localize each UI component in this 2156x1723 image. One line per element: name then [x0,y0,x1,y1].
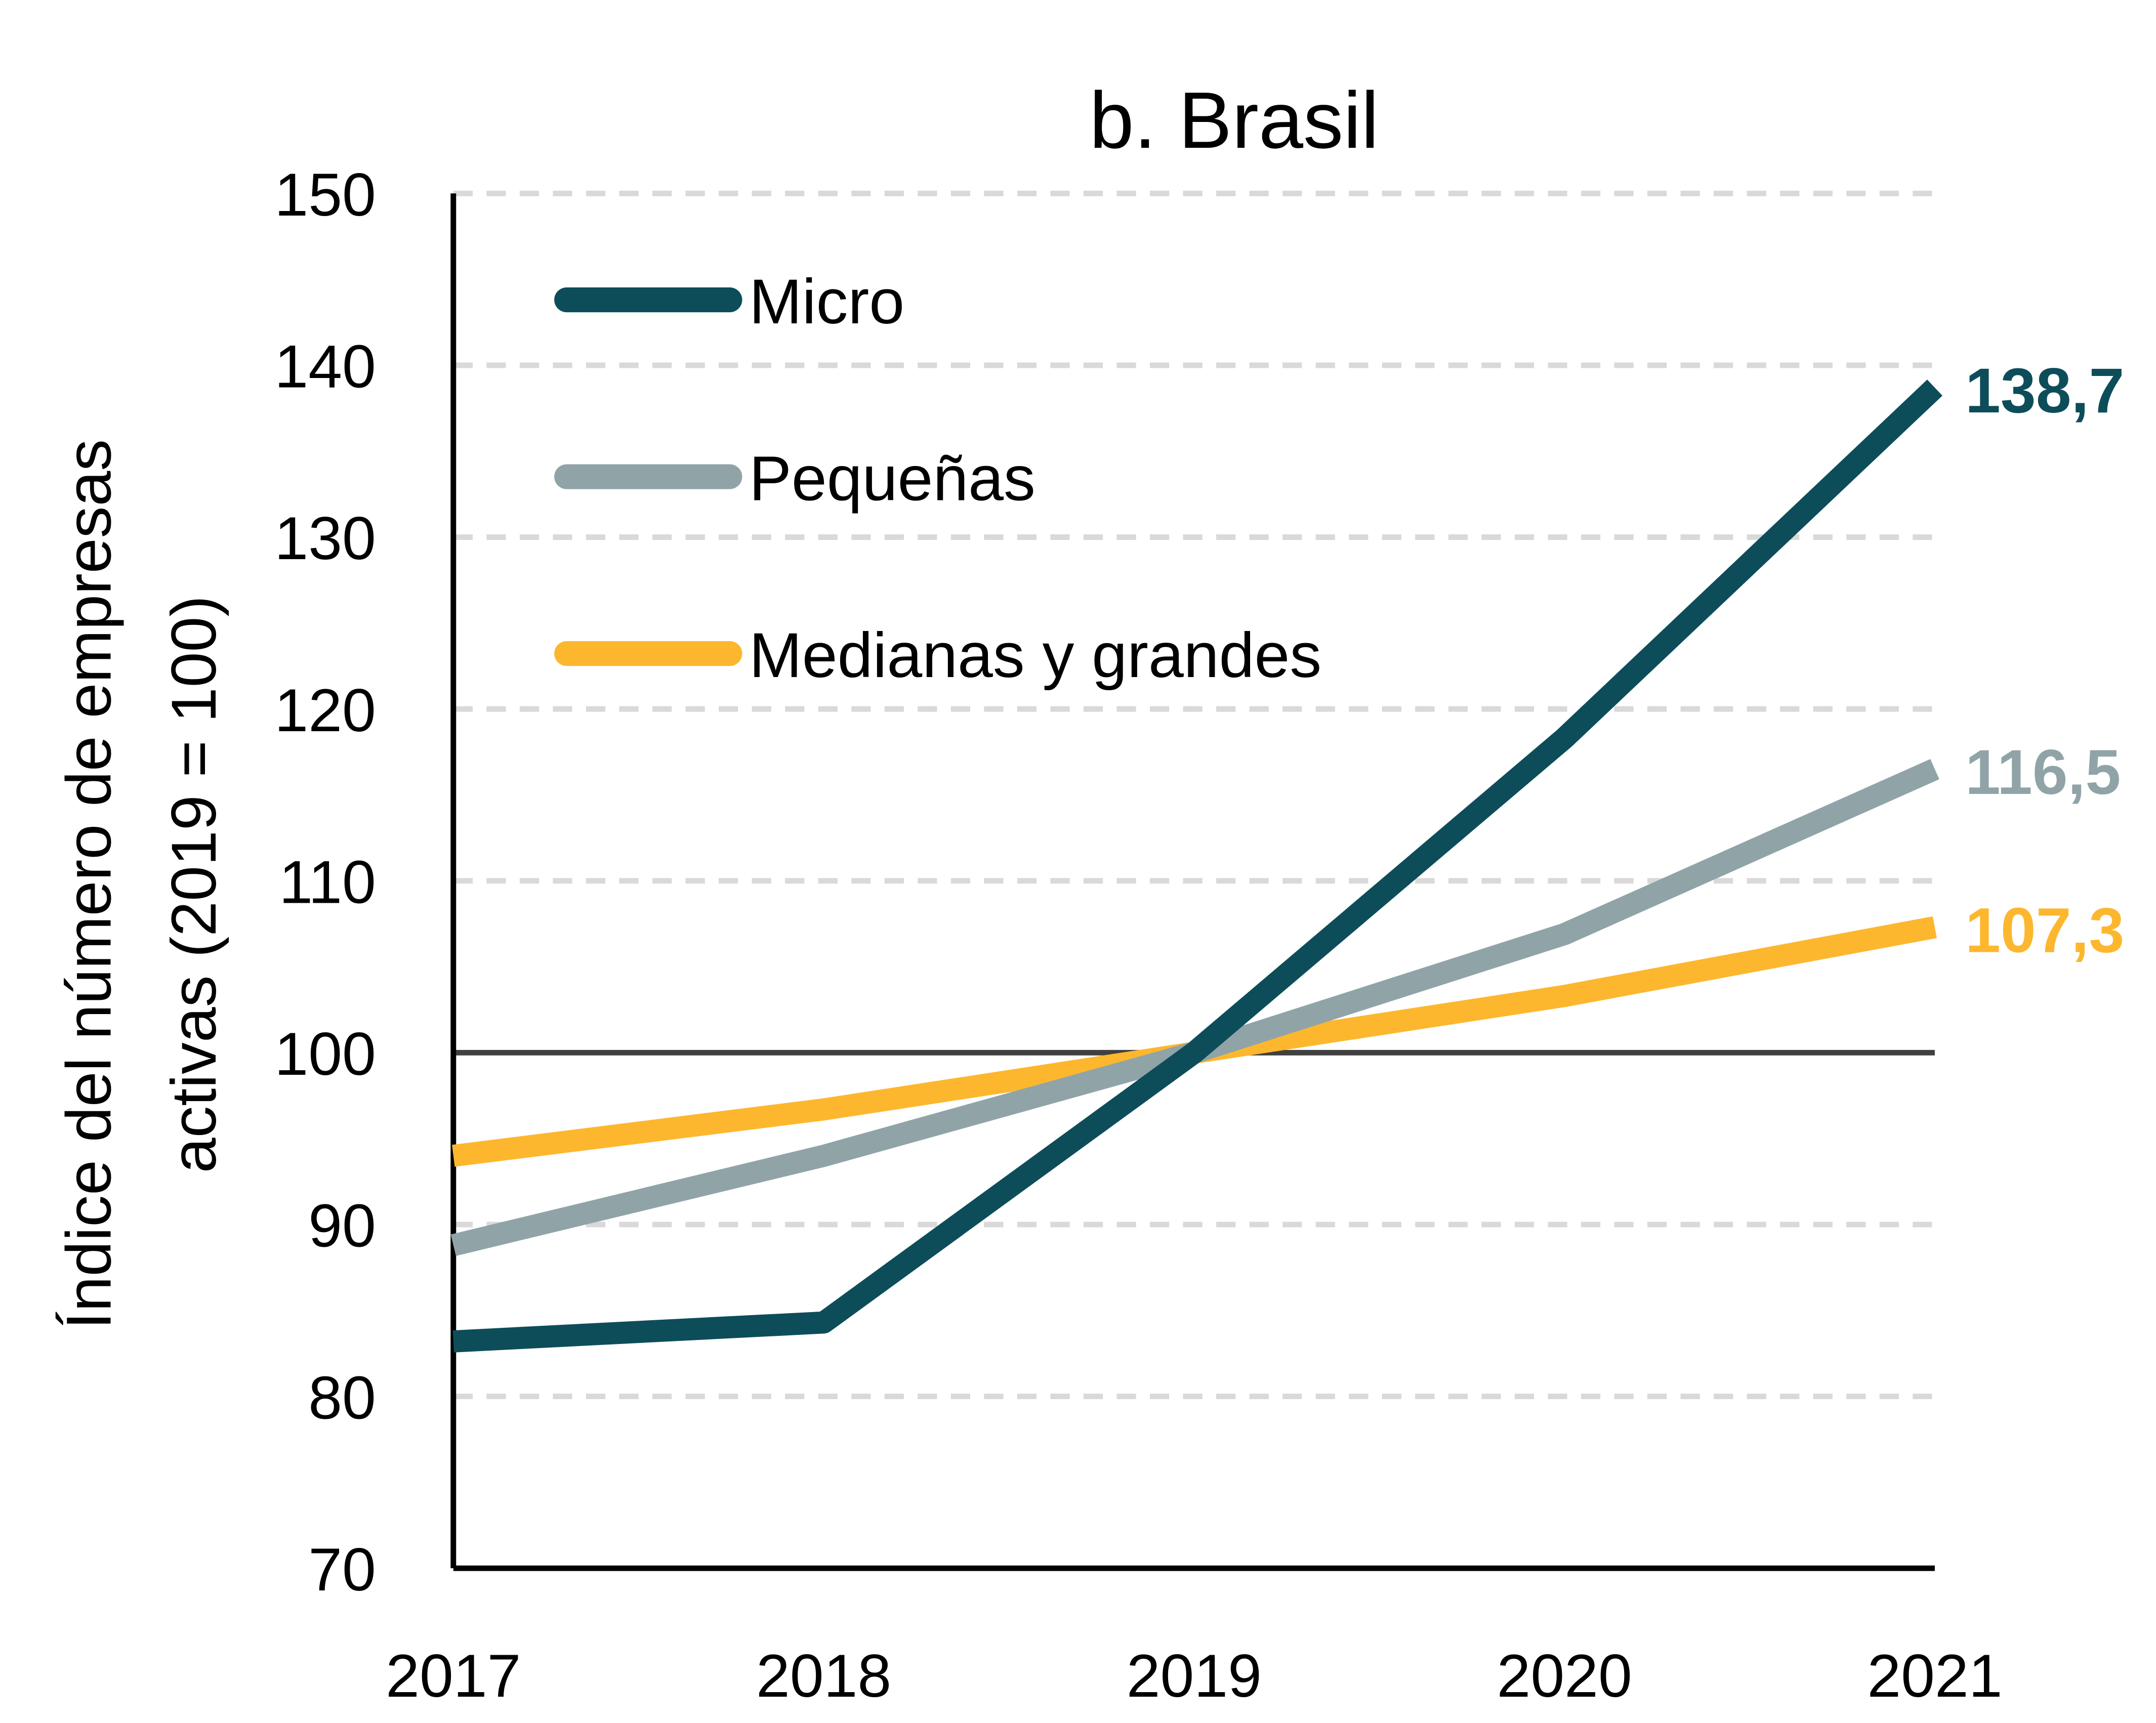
legend-label: Pequeñas [749,442,1035,514]
y-tick-label: 80 [308,1364,376,1432]
y-axis-label-line-1: Índice del número de empresas [53,439,125,1329]
y-axis-label: Índice del número de empresas activas (2… [53,439,230,1329]
y-tick-label: 110 [279,848,376,916]
legend-label: Micro [749,266,904,337]
series-line-pequeñas [450,759,1939,1256]
x-tick-label: 2017 [386,1642,521,1710]
end-value-label: 107,3 [1965,895,2124,966]
x-tick-label: 2021 [1867,1642,2002,1710]
y-tick-label: 70 [308,1536,376,1604]
y-tick-label: 90 [308,1192,376,1260]
y-tick-label: 150 [274,161,376,229]
x-tick-label: 2019 [1127,1642,1262,1710]
series-line-micro [452,380,1942,1353]
y-tick-label: 130 [274,505,376,572]
y-tick-label: 120 [274,677,376,744]
y-axis-label-line-2: activas (2019 = 100) [158,596,229,1173]
chart-title: b. Brasil [1090,75,1379,165]
end-value-label: 116,5 [1965,736,2121,808]
x-tick-label: 2018 [756,1642,891,1710]
legend-label: Medianas y grandes [749,619,1321,691]
y-tick-label: 140 [274,333,376,401]
end-value-label: 138,7 [1965,355,2124,426]
y-tick-label: 100 [274,1020,376,1088]
x-tick-label: 2020 [1497,1642,1632,1710]
